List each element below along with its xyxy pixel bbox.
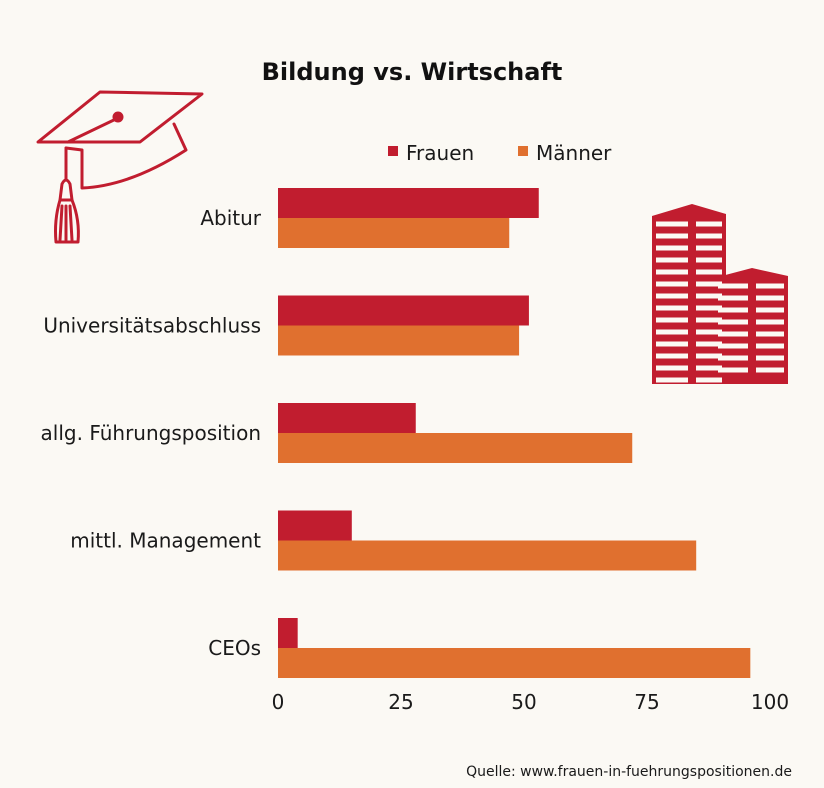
category-label: mittl. Management <box>70 529 261 553</box>
x-tick-label: 100 <box>751 690 789 714</box>
bar-frauen <box>278 188 539 218</box>
bar-frauen <box>278 403 416 433</box>
x-tick-label: 0 <box>272 690 285 714</box>
chart-title: Bildung vs. Wirtschaft <box>262 58 563 86</box>
legend-label: Frauen <box>406 141 474 165</box>
category-label: Universitätsabschluss <box>43 314 261 338</box>
category-label: Abitur <box>200 206 261 230</box>
graduation-cap-icon <box>36 90 204 244</box>
category-label: allg. Führungsposition <box>41 421 261 445</box>
category-label: CEOs <box>208 636 261 660</box>
legend: Frauen Männer <box>388 141 612 165</box>
bar-maenner <box>278 540 697 571</box>
bar-maenner <box>278 218 510 248</box>
legend-swatch <box>388 146 398 156</box>
legend-swatch <box>518 146 528 156</box>
source-note: Quelle: www.frauen-in-fuehrungspositione… <box>466 764 792 780</box>
bar-frauen <box>278 295 529 326</box>
bar-maenner <box>278 433 633 463</box>
category-labels: Abitur Universitätsabschluss allg. Führung… <box>41 206 262 660</box>
legend-label: Männer <box>536 141 612 165</box>
x-tick-label: 75 <box>634 690 659 714</box>
bars <box>278 188 751 678</box>
bar-frauen <box>278 510 352 541</box>
office-buildings-icon <box>652 204 788 384</box>
x-axis-ticks: 0 25 50 75 100 <box>272 690 789 714</box>
x-tick-label: 50 <box>511 690 536 714</box>
bar-frauen <box>278 618 298 648</box>
x-tick-label: 25 <box>388 690 413 714</box>
bar-maenner <box>278 648 751 678</box>
bar-maenner <box>278 325 520 356</box>
